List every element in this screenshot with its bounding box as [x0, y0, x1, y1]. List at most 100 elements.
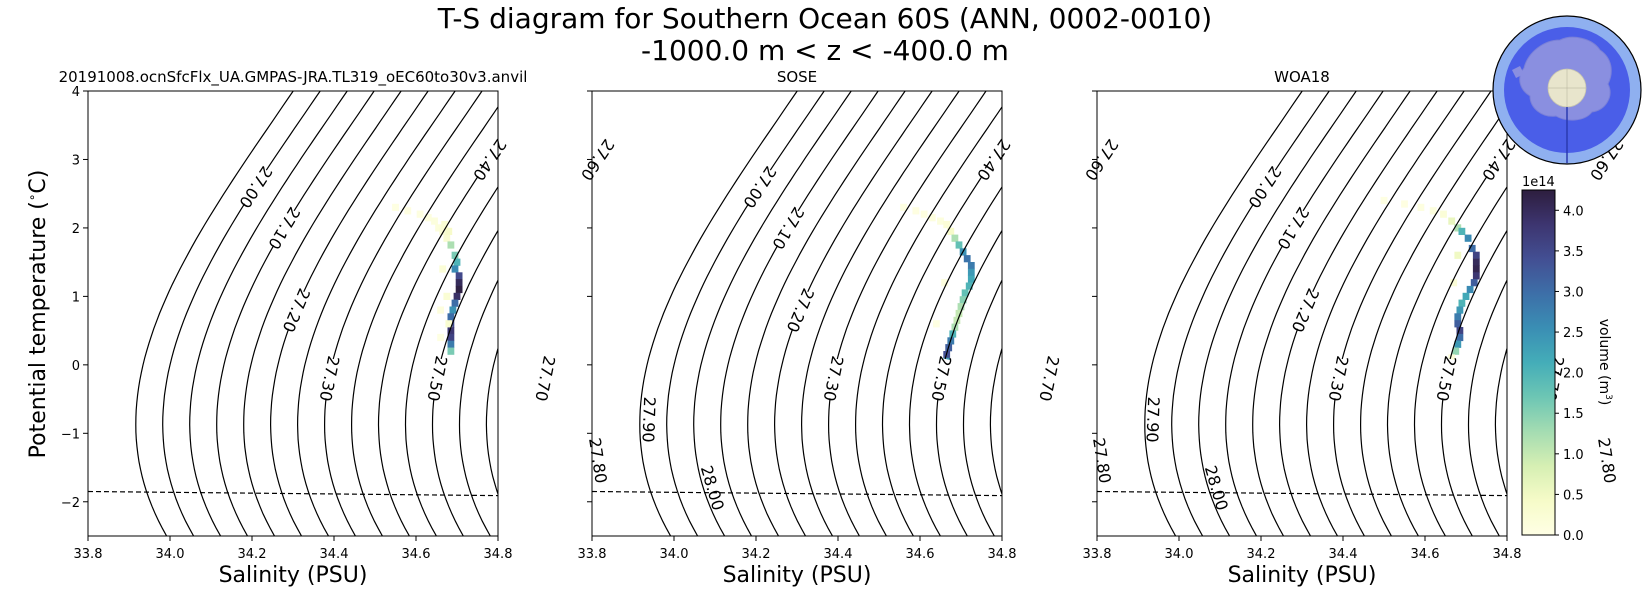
- heatmap-cell: [1472, 251, 1480, 259]
- heatmap-cell: [957, 303, 965, 311]
- contour-label-bg: [279, 288, 312, 333]
- heatmap-cell: [1380, 196, 1388, 205]
- contour-label: 27.40: [469, 135, 510, 184]
- density-contour: [162, 91, 321, 536]
- contour-label: 27.10: [264, 204, 304, 253]
- heatmap-cell: [1458, 299, 1466, 307]
- colorbar-tick-label: 2.5: [1563, 326, 1584, 341]
- plot-frame: [591, 90, 1003, 537]
- contour-label: 27.30: [1325, 354, 1353, 403]
- density-contour: [908, 185, 1002, 536]
- colorbar-ticks: 0.0 0.5 1.0 1.5 2.0 2.5 3.0 3.5 4.0: [1555, 204, 1584, 544]
- x-tick-label: 34.0: [156, 547, 185, 562]
- x-axis-ticks: 33.8 34.0 34.2 34.4 34.6 34.8: [1083, 536, 1522, 562]
- x-axis-label: Salinity (PSU): [723, 563, 872, 588]
- y-tick-label: 2: [72, 222, 80, 237]
- contour-label-bg: [1082, 137, 1120, 182]
- contour-label: 27.30: [316, 354, 344, 403]
- x-tick-label: 34.6: [402, 547, 431, 562]
- density-contour: [323, 91, 483, 536]
- heatmap-cell: [447, 313, 455, 321]
- density-contour: [1332, 91, 1492, 536]
- heatmap-cell: [441, 220, 449, 229]
- heatmap-cell: [449, 306, 457, 314]
- heatmap-cell: [1454, 313, 1462, 321]
- heatmap-cell: [1472, 265, 1480, 273]
- x-tick-label: 34.8: [1493, 547, 1522, 562]
- heatmap-cell: [1454, 320, 1462, 328]
- density-contour: [693, 91, 852, 536]
- contour-label: 27.70: [1035, 354, 1063, 403]
- contour-label-bg: [578, 137, 616, 182]
- contour-label: 27.90: [1648, 396, 1650, 442]
- x-tick-label: 34.4: [320, 547, 349, 562]
- contour-label-bg: [1325, 357, 1351, 400]
- heatmap-cells: [392, 203, 463, 355]
- contour-label: 27.10: [768, 204, 808, 253]
- heatmap-cell: [447, 340, 455, 348]
- density-contour: [962, 278, 1002, 536]
- density-contour: [1440, 229, 1507, 536]
- heatmap-cell: [1456, 306, 1464, 314]
- contour-label-bg: [424, 357, 450, 400]
- colorbar-exponent: 1e14: [1522, 175, 1555, 190]
- heatmap-cell: [963, 255, 971, 263]
- colorbar-gradient: [1521, 189, 1556, 536]
- contour-label-bg: [316, 357, 342, 400]
- x-tick-label: 34.0: [660, 547, 689, 562]
- heatmap-cell: [1440, 210, 1447, 218]
- density-contour: [404, 185, 498, 536]
- heatmap-cell: [1456, 333, 1464, 342]
- y-axis-ticks: [587, 90, 592, 503]
- heatmap-cell: [437, 306, 444, 314]
- density-contours: [135, 91, 498, 536]
- colorbar-tick-label: 0.5: [1563, 488, 1584, 503]
- contour-label-bg: [974, 137, 1012, 182]
- heatmap-cell: [933, 320, 940, 328]
- y-axis-label: Potential temperature (∘C): [25, 170, 51, 459]
- heatmap-cell: [431, 217, 438, 225]
- contour-label: 27.50: [423, 354, 451, 403]
- panel-title: SOSE: [777, 68, 817, 86]
- heatmap-cell: [451, 251, 459, 259]
- panel-mpas: 20191008.ocnSfcFlx_UA.GMPAS-JRA.TL319_oE…: [25, 68, 728, 588]
- heatmap-cell: [967, 268, 975, 276]
- heatmap-cell: [951, 234, 959, 242]
- contour-label: 27.10: [1273, 204, 1313, 253]
- plot-frame: [87, 90, 499, 537]
- contour-label-bg: [1594, 439, 1619, 482]
- heatmap-cell: [961, 289, 969, 297]
- heatmap-cell: [928, 214, 936, 222]
- colorbar-label-main: volume (m: [1596, 319, 1612, 394]
- freezing-line-path: [88, 490, 498, 497]
- heatmap-cell: [1462, 292, 1470, 300]
- heatmap-cell: [439, 227, 447, 235]
- density-contour: [639, 91, 798, 536]
- contour-label-bg: [236, 165, 274, 209]
- contour-label: 27.90: [1143, 396, 1164, 442]
- density-contour: [1467, 278, 1507, 536]
- heatmap-cell: [447, 327, 455, 335]
- x-tick-label: 34.2: [742, 547, 771, 562]
- density-contour: [1386, 145, 1507, 536]
- density-contour: [350, 105, 498, 536]
- heatmap-cell: [404, 207, 412, 215]
- contour-label-bg: [1433, 357, 1459, 400]
- heatmap-cell: [943, 220, 951, 229]
- contour-label-bg: [638, 399, 658, 440]
- x-tick-label: 34.4: [824, 547, 853, 562]
- heatmap-cell: [392, 203, 399, 211]
- contour-label: 27.80: [585, 437, 611, 485]
- density-contour: [135, 91, 294, 536]
- contour-label: 27.00: [1244, 163, 1285, 212]
- y-tick-label: 3: [72, 153, 80, 168]
- x-axis-label: Salinity (PSU): [1228, 563, 1377, 588]
- heatmap-cell: [447, 333, 455, 342]
- y-axis-ticks: [1092, 90, 1097, 503]
- contour-label: 27.20: [279, 285, 314, 335]
- heatmap-cell: [1429, 207, 1437, 215]
- x-tick-label: 34.0: [1165, 547, 1194, 562]
- heatmap-cell: [451, 265, 459, 273]
